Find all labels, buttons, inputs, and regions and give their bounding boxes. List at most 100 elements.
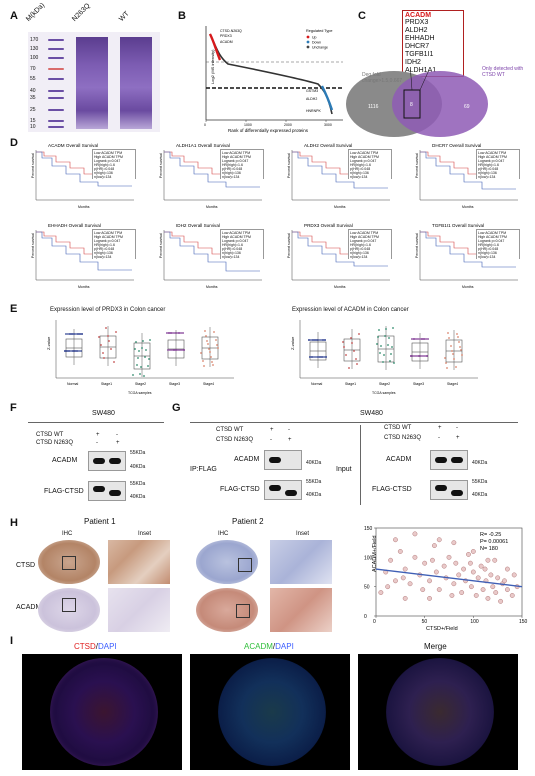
h-point (485, 595, 491, 601)
survival-title: TGFB1I1 Overall Survival (432, 223, 484, 228)
e-group-label: Stage2 (379, 382, 390, 386)
b-top-label: ACADM (220, 40, 233, 44)
venn-right-label: Only detected with CTSD WT (482, 66, 524, 78)
survival-legend: Low ACADM TPM High ACADM TPM Logrank p=0.0… (476, 229, 520, 259)
f-mark-n263q-1: - (96, 440, 98, 446)
e-point (325, 356, 327, 358)
b-y-label: Log2 (MS intensity) (210, 49, 215, 84)
survival-title: DHCR7 Overall Survival (432, 143, 481, 148)
e-point (217, 347, 219, 349)
survival-legend-line: Low ACADM TPM (350, 151, 379, 155)
e-group-label: Stage4 (447, 382, 458, 386)
survival-legend-line: Low ACADM TPM (478, 151, 507, 155)
e-point (144, 356, 146, 358)
h-point (407, 581, 413, 587)
panel-label-h: H (10, 517, 18, 529)
h-p2-ctsd-ihc (196, 540, 258, 584)
survival-y-label: Percent survival (159, 233, 163, 258)
e-point (313, 356, 315, 358)
e-point (138, 350, 140, 352)
survival-legend-line: High ACADM TPM (222, 235, 251, 239)
e-point (105, 327, 107, 329)
h-point (412, 554, 418, 560)
e-point (391, 346, 393, 348)
h-col-ihc-2: IHC (218, 531, 229, 537)
survival-legend-line: n(high)=136 (350, 171, 369, 175)
prdx3-boxplot: Z-value TCGA samples Normal Stage1 Stage2 Sta… (46, 320, 234, 395)
survival-legend-line: Logrank p=0.047 (94, 239, 121, 243)
e-point (78, 350, 80, 352)
b-legend-item: Up (312, 36, 317, 40)
f-mark-wt-1: + (96, 432, 100, 438)
survival-y-label: Percent survival (415, 233, 419, 258)
survival-legend-line: n(high)=136 (478, 171, 497, 175)
e-point (76, 350, 78, 352)
e-point (134, 348, 136, 350)
e-point (416, 355, 418, 357)
survival-legend-line: n(low)=134 (222, 255, 240, 259)
e-point (427, 338, 429, 340)
e-point (100, 344, 102, 346)
survival-grid: ACADM Overall Survival Percent survival Mo… (22, 140, 530, 300)
g-blot-acadm-left (264, 450, 302, 470)
venn-callout-line-left (410, 70, 413, 91)
survival-legend-line: Low ACADM TPM (94, 231, 123, 235)
survival-legend-line: Logrank p=0.047 (94, 159, 121, 163)
e-point (176, 332, 178, 334)
h-regression-line (375, 568, 523, 588)
e-point (355, 358, 357, 360)
e-point (458, 341, 460, 343)
i-merge-image (358, 654, 518, 770)
h-point (393, 578, 398, 584)
e-point (460, 349, 462, 351)
gel-image: M(kDa) N263Q WT 170 130 100 70 55 40 35 … (25, 2, 160, 132)
survival-legend-line: n(low)=134 (350, 175, 368, 179)
panel-label-a: A (10, 10, 18, 22)
survival-legend-line: n(low)=134 (222, 175, 240, 179)
survival-x-label: Months (334, 285, 346, 289)
survival-legend-line: HR(high)=1.6 (222, 243, 243, 247)
survival-legend-line: HR(high)=1.6 (94, 163, 115, 167)
g-cell-line: SW480 (360, 410, 383, 417)
e-point (70, 350, 72, 352)
h-p2-ctsd-inset (270, 540, 332, 584)
survival-plot: EHHADH Overall Survival Percent survival M… (31, 223, 136, 289)
marker-lane (48, 37, 64, 129)
h-point (385, 584, 391, 590)
e-point (382, 361, 384, 363)
e-point (345, 354, 347, 356)
survival-plot: PRDX3 Overall Survival Percent survival Mo… (287, 223, 392, 289)
i-label-acadm-dapi: ACADM/DAPI (244, 642, 294, 651)
survival-curve-low (36, 151, 132, 187)
survival-legend-line: p(HR)=0.048 (222, 247, 243, 251)
e-point (211, 361, 213, 363)
gene-ehhadh: EHHADH (405, 35, 435, 42)
e-point (317, 356, 319, 358)
e-group-label: Stage3 (413, 382, 424, 386)
survival-legend-line: p(HR)=0.048 (478, 247, 499, 251)
h-point (478, 563, 484, 569)
h-point (504, 566, 510, 572)
g-mark-l4: + (288, 437, 292, 443)
e-point (180, 332, 182, 334)
survival-legend-line: n(low)=134 (94, 255, 112, 259)
survival-x-label: Months (206, 285, 218, 289)
survival-plot: ACADM Overall Survival Percent survival Mo… (31, 143, 136, 209)
e-point (321, 356, 323, 358)
h-y-label: ACADM+/Field (372, 535, 378, 572)
lane-label-n263q: N263Q (71, 2, 92, 23)
h-p1-acadm-ihc (38, 588, 100, 632)
e-point (452, 353, 454, 355)
h-point (511, 572, 517, 578)
e-point (323, 356, 325, 358)
f-blot-flag (88, 481, 126, 501)
gene-idh2: IDH2 (405, 59, 421, 66)
e-point (413, 338, 415, 340)
e-point (215, 339, 217, 341)
survival-legend-line: Logrank p=0.047 (350, 239, 377, 243)
e-point (73, 333, 75, 335)
h-point (480, 587, 486, 593)
survival-legend-line: p(HR)=0.048 (350, 167, 371, 171)
i-label-merge: Merge (424, 642, 447, 651)
